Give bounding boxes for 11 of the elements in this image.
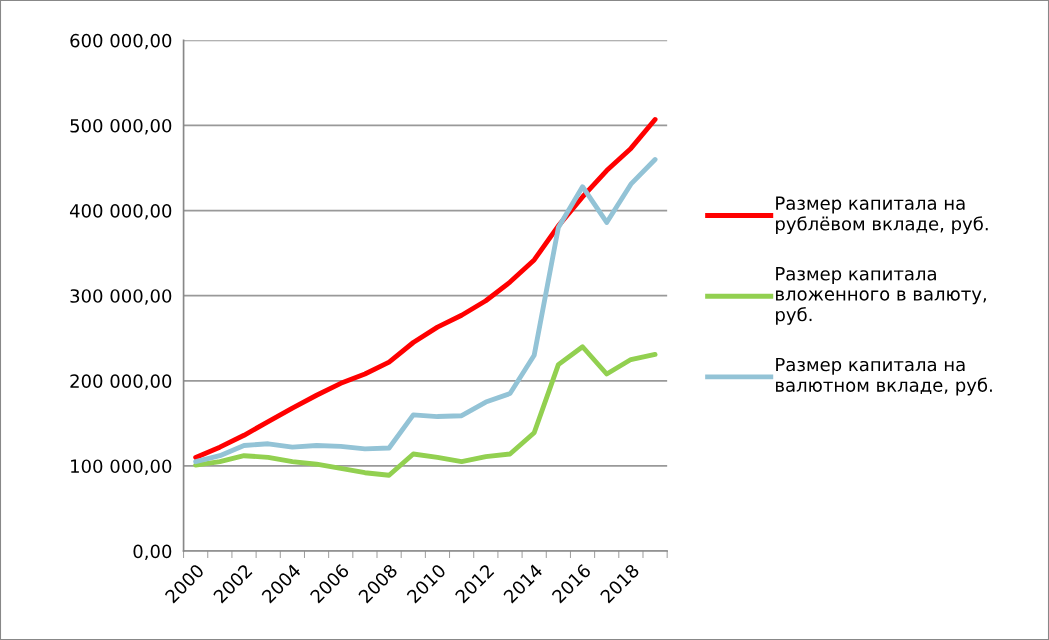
line-series <box>193 344 658 478</box>
y-tick-label: 100 000,00 <box>71 459 172 475</box>
legend-label: Размер капитала на валютном вкладе, руб. <box>776 357 992 396</box>
legend-label: Размер капитала на рублёвом вкладе, руб. <box>776 196 988 235</box>
y-tick-label: 400 000,00 <box>69 204 172 220</box>
y-tick-label: 0,00 <box>133 544 172 560</box>
y-tick-label: 300 000,00 <box>70 289 172 305</box>
legend-label: Размер капитала вложенного в валюту, руб. <box>776 267 986 325</box>
y-tick-label: 500 000,00 <box>70 118 172 135</box>
y-tick-label: 600 000,00 <box>70 33 172 50</box>
y-tick-label: 200 000,00 <box>70 374 172 390</box>
